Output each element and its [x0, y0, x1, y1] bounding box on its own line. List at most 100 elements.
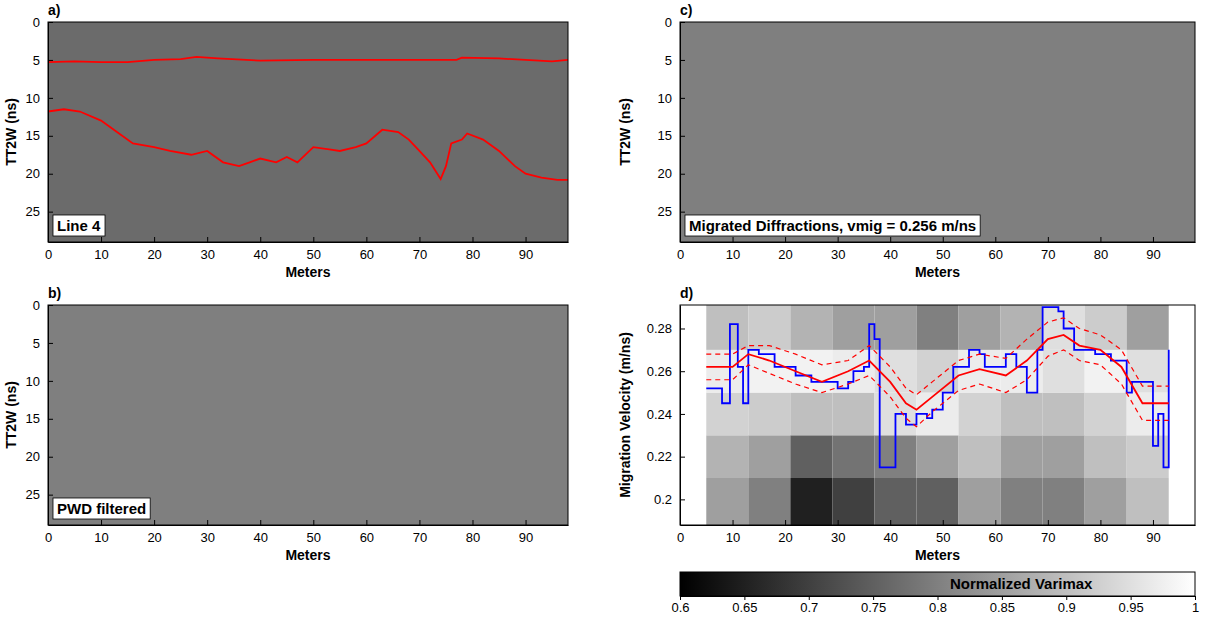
heatmap-cell — [1001, 393, 1043, 436]
tick: 0.65 — [732, 596, 757, 615]
panel-label: c) — [680, 2, 692, 18]
tick: 40 — [883, 520, 897, 545]
tick-label: 50 — [936, 530, 950, 545]
tick-label: 80 — [466, 247, 480, 262]
tick-label: 80 — [1094, 530, 1108, 545]
tick-mark — [838, 237, 839, 242]
tick-mark — [680, 457, 685, 458]
axis: 0.20.220.240.260.28 — [647, 306, 685, 526]
heatmap-cell — [916, 478, 958, 525]
tick: 10 — [726, 237, 740, 262]
tick-mark — [366, 237, 367, 242]
heatmap-cell — [1085, 305, 1127, 350]
tick-label: 0.7 — [800, 600, 818, 615]
colorbar-title: Normalized Varimax — [950, 575, 1093, 592]
heatmap-cell — [748, 435, 790, 478]
tick-label: 80 — [466, 530, 480, 545]
tick: 30 — [200, 237, 214, 262]
tick: 90 — [519, 237, 533, 262]
tick: 40 — [254, 237, 268, 262]
tick-label: 10 — [94, 530, 108, 545]
tick: 0.85 — [990, 596, 1015, 615]
tick-mark — [733, 520, 734, 525]
heatmap-cell — [790, 393, 832, 436]
x-axis-title: Meters — [285, 264, 330, 280]
heatmap-cell — [790, 435, 832, 478]
tick: 15 — [26, 411, 53, 426]
tick-label: 80 — [1094, 247, 1108, 262]
tick-label: 50 — [307, 247, 321, 262]
tick-mark — [1100, 520, 1101, 525]
tick: 25 — [658, 204, 685, 219]
y-axis-title: TT2W (ns) — [617, 98, 633, 166]
tick: 50 — [307, 520, 321, 545]
y-axis-title: TT2W (ns) — [3, 98, 19, 166]
line — [48, 109, 568, 180]
tick: 10 — [94, 237, 108, 262]
tick-label: 60 — [360, 530, 374, 545]
annotation: Line 4 — [53, 215, 105, 236]
tick: 80 — [466, 237, 480, 262]
x-axis-title: Meters — [915, 264, 960, 280]
tick-label: 50 — [307, 530, 321, 545]
tick-label: 5 — [33, 53, 40, 68]
heatmap-cell — [916, 305, 958, 350]
tick: 60 — [360, 237, 374, 262]
tick: 90 — [1146, 520, 1160, 545]
tick-label: 0 — [33, 298, 40, 313]
tick-label: 0 — [677, 247, 684, 262]
tick-label: 0.24 — [647, 407, 672, 422]
x-axis-title: Meters — [285, 547, 330, 563]
heatmap-cell — [748, 305, 790, 350]
tick-label: 0 — [45, 530, 52, 545]
tick: 40 — [883, 237, 897, 262]
tick-label: 40 — [254, 530, 268, 545]
tick-mark — [472, 520, 473, 525]
tick-label: 20 — [778, 530, 792, 545]
tick-label: 5 — [33, 336, 40, 351]
heatmap-cell — [1085, 478, 1127, 525]
tick: 5 — [33, 53, 53, 68]
tick-label: 10 — [726, 247, 740, 262]
tick: 20 — [658, 166, 685, 181]
tick: 10 — [26, 91, 53, 106]
tick: 80 — [466, 520, 480, 545]
tick: 30 — [831, 237, 845, 262]
tick-mark — [48, 343, 53, 344]
tick: 0.8 — [929, 596, 947, 615]
tick-label: 15 — [26, 128, 40, 143]
heatmap-cell — [706, 393, 748, 436]
tick-mark — [1048, 520, 1049, 525]
tick-mark — [1153, 237, 1154, 242]
tick: 70 — [413, 237, 427, 262]
heatmap-cell — [959, 435, 1001, 478]
colorbar-axis: 0.60.650.70.750.80.850.90.951 — [671, 596, 1199, 615]
tick-label: 5 — [665, 53, 672, 68]
plot-background — [680, 305, 1195, 525]
data-layer — [706, 305, 1168, 525]
tick-label: 90 — [519, 247, 533, 262]
heatmap-cell — [832, 305, 874, 350]
axis: 0102030405060708090 — [45, 237, 569, 262]
tick: 0.6 — [671, 596, 689, 615]
heatmap-cell — [706, 478, 748, 525]
heatmap-cell — [1001, 478, 1043, 525]
tick-mark — [48, 60, 53, 61]
heatmap-cell — [1001, 305, 1043, 350]
heatmap-cell — [959, 305, 1001, 350]
tick-label: 70 — [1041, 530, 1055, 545]
figure: 01020304050607080900510152025MetersTT2W … — [0, 0, 1225, 631]
tick: 30 — [200, 520, 214, 545]
axis: 0102030405060708090 — [677, 520, 1196, 545]
tick-mark — [526, 520, 527, 525]
heatmap-cell — [959, 478, 1001, 525]
axis: 0510152025 — [26, 15, 53, 243]
annotation: Migrated Diffractions, vmig = 0.256 m/ns — [685, 215, 980, 236]
heatmap-cell — [1043, 478, 1085, 525]
tick-mark — [680, 212, 685, 213]
heatmap-cell — [832, 478, 874, 525]
heatmap-cell — [916, 435, 958, 478]
plot-background — [48, 305, 568, 525]
heatmap-cell — [706, 435, 748, 478]
annotation-box — [53, 215, 105, 236]
